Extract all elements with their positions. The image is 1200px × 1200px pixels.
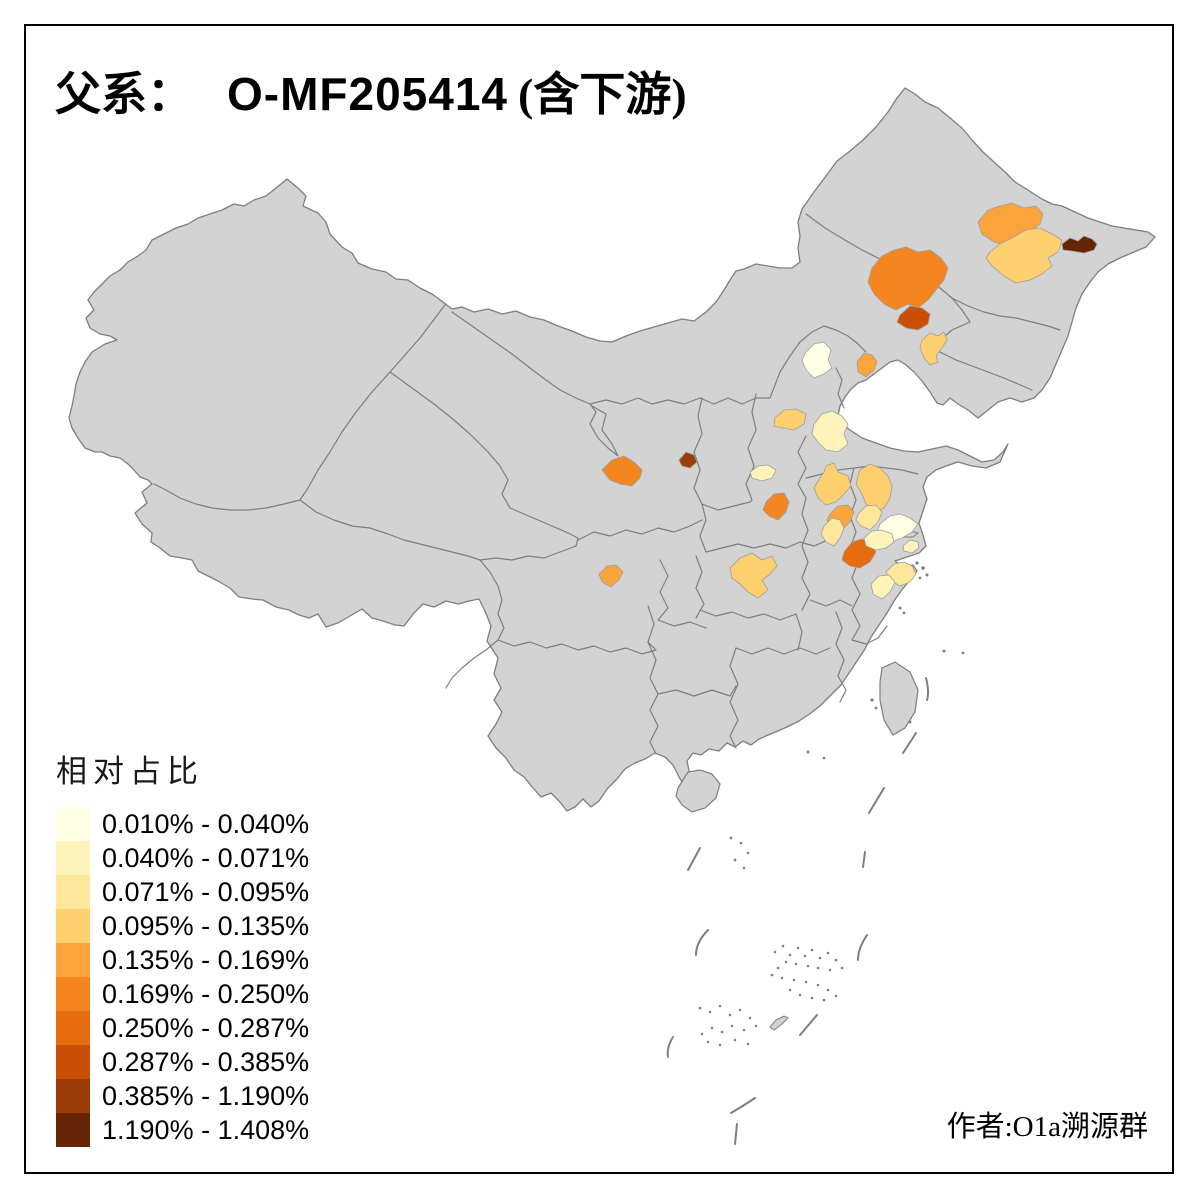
legend-swatch bbox=[56, 977, 90, 1011]
mainland-outline bbox=[68, 87, 1156, 812]
choropleth-regions bbox=[598, 202, 1098, 600]
map-region-region-11 bbox=[749, 464, 777, 482]
title-suffix: (含下游) bbox=[518, 69, 687, 120]
legend-label: 0.071% - 0.095% bbox=[102, 877, 310, 907]
map-region-region-22 bbox=[863, 529, 895, 551]
legend-row: 1.190% - 1.408% bbox=[56, 1113, 309, 1147]
legend-row: 0.095% - 0.135% bbox=[56, 909, 309, 943]
map-region-region-20 bbox=[855, 504, 883, 531]
title-haplogroup-code: O-MF205414 bbox=[227, 68, 509, 120]
legend-swatch bbox=[56, 875, 90, 909]
map-region-region-12 bbox=[601, 455, 643, 487]
legend-row: 0.071% - 0.095% bbox=[56, 875, 309, 909]
legend-swatch bbox=[56, 841, 90, 875]
hainan-island bbox=[675, 769, 721, 813]
map-region-region-10 bbox=[811, 410, 849, 453]
map-region-region-16 bbox=[855, 463, 893, 513]
legend-row: 0.135% - 0.169% bbox=[56, 943, 309, 977]
nine-dash-line bbox=[666, 677, 930, 1145]
map-region-region-26 bbox=[729, 552, 778, 599]
legend-label: 0.010% - 0.040% bbox=[102, 809, 310, 839]
map-region-region-07 bbox=[919, 331, 948, 366]
map-region-region-08 bbox=[801, 341, 833, 379]
legend-swatch bbox=[56, 1045, 90, 1079]
legend-row: 0.010% - 0.040% bbox=[56, 807, 309, 841]
map-region-region-13 bbox=[678, 451, 698, 469]
legend-row: 0.287% - 0.385% bbox=[56, 1045, 309, 1079]
legend-label: 0.287% - 0.385% bbox=[102, 1047, 310, 1077]
map-region-region-15 bbox=[813, 462, 852, 506]
province-borders bbox=[153, 213, 1061, 755]
sea-islets bbox=[698, 561, 965, 1047]
plot-border-frame bbox=[24, 24, 1174, 1174]
legend-row: 0.385% - 1.190% bbox=[56, 1079, 309, 1113]
map-region-region-18 bbox=[820, 517, 845, 547]
map-region-region-06 bbox=[856, 352, 878, 378]
legend-swatch bbox=[56, 1079, 90, 1113]
map-region-region-04 bbox=[867, 246, 949, 311]
map-region-region-09 bbox=[773, 408, 807, 431]
map-region-region-01 bbox=[977, 202, 1044, 247]
legend-swatch bbox=[56, 909, 90, 943]
legend-label: 0.095% - 0.135% bbox=[102, 911, 310, 941]
legend-label: 0.135% - 0.169% bbox=[102, 945, 310, 975]
legend-rows: 0.010% - 0.040% 0.040% - 0.071% 0.071% - 0… bbox=[56, 807, 309, 1147]
legend-swatch bbox=[56, 807, 90, 841]
map-region-region-23 bbox=[902, 539, 920, 554]
map-region-region-05 bbox=[896, 305, 931, 331]
map-region-region-25 bbox=[870, 574, 896, 600]
map-region-region-02 bbox=[985, 227, 1063, 284]
legend-swatch bbox=[56, 1113, 90, 1147]
legend-label: 1.190% - 1.408% bbox=[102, 1115, 310, 1145]
legend-title: 相对占比 bbox=[56, 754, 204, 789]
map-region-region-03 bbox=[1061, 235, 1098, 254]
legend-row: 0.169% - 0.250% bbox=[56, 977, 309, 1011]
legend-label: 0.250% - 0.287% bbox=[102, 1013, 310, 1043]
attribution-text: 作者:O1a溯源群 bbox=[946, 1111, 1148, 1143]
title-prefix: 父系： bbox=[55, 69, 193, 120]
page-title: 父系： O-MF205414 (含下游) bbox=[55, 58, 687, 124]
legend-row: 0.040% - 0.071% bbox=[56, 841, 309, 875]
legend-label: 0.385% - 1.190% bbox=[102, 1081, 310, 1111]
legend: 相对占比 0.010% - 0.040% 0.040% - 0.071% 0.071… bbox=[56, 746, 309, 1147]
legend-swatch bbox=[56, 943, 90, 977]
map-region-region-27 bbox=[598, 564, 624, 588]
legend-swatch bbox=[56, 1011, 90, 1045]
taiwan-island bbox=[879, 661, 919, 736]
legend-label: 0.169% - 0.250% bbox=[102, 979, 310, 1009]
map-region-region-14 bbox=[762, 492, 790, 521]
legend-label: 0.040% - 0.071% bbox=[102, 843, 310, 873]
zhongsha-islet bbox=[769, 1015, 789, 1031]
legend-row: 0.250% - 0.287% bbox=[56, 1011, 309, 1045]
